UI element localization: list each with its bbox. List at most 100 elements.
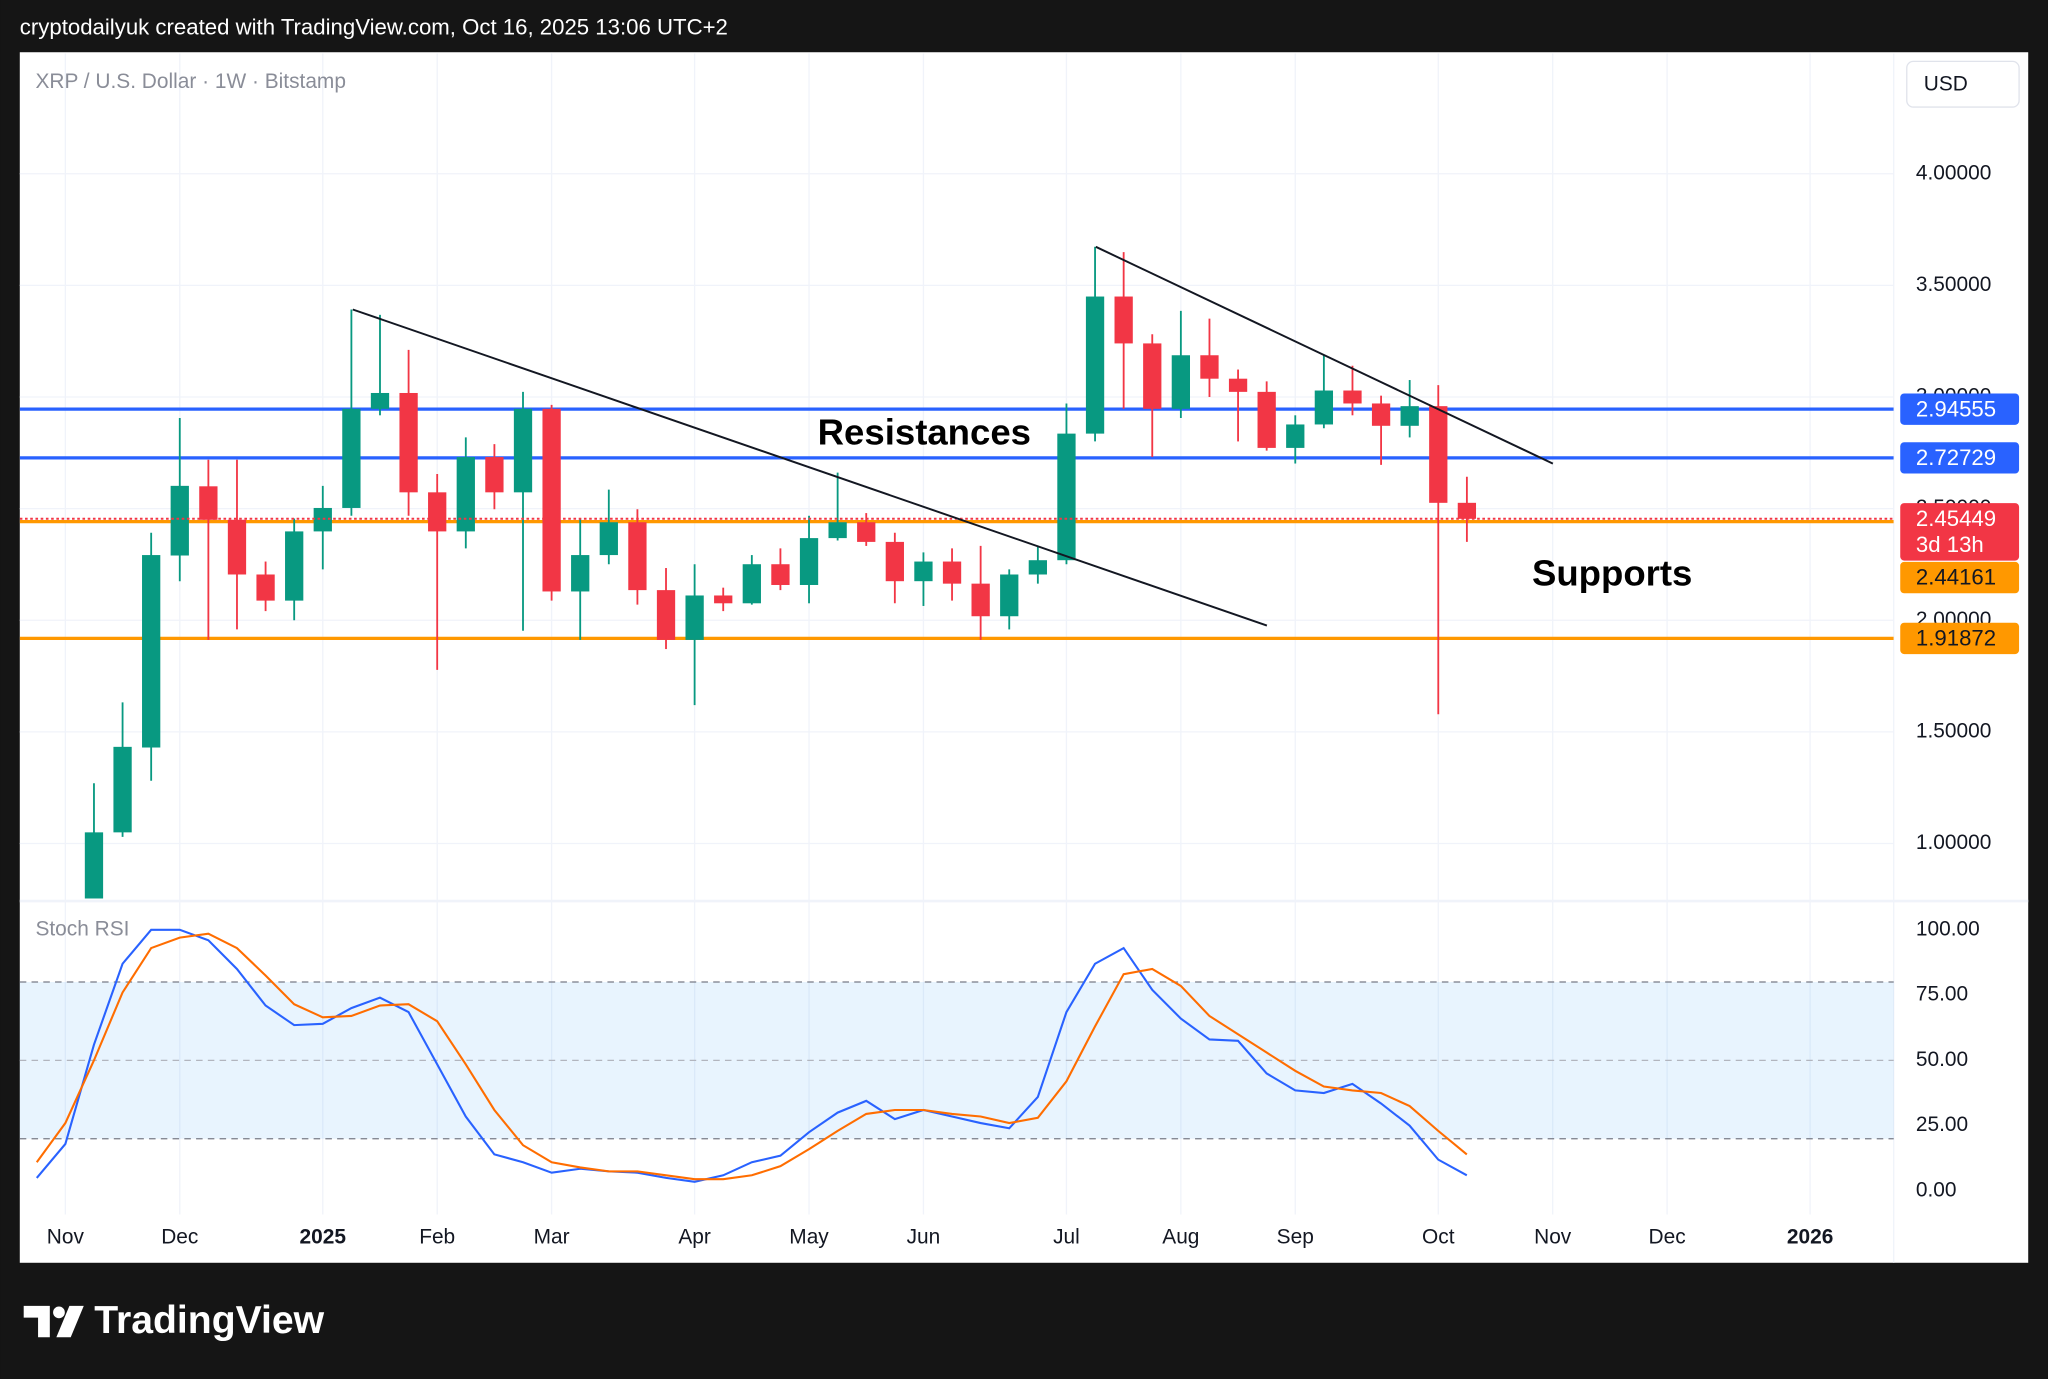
- x-tick-label: Nov: [1534, 1225, 1572, 1248]
- candle-body: [1286, 424, 1305, 448]
- candle-body: [1371, 403, 1391, 426]
- footer-logo: TradingView: [23, 1299, 325, 1342]
- trendline: [1095, 245, 1554, 465]
- logo-icon: [53, 1306, 65, 1319]
- x-tick-label: Oct: [1422, 1225, 1455, 1248]
- candle-body: [599, 522, 618, 556]
- candle-body: [142, 555, 161, 748]
- x-tick-label: Nov: [47, 1225, 85, 1248]
- currency-button[interactable]: [1906, 60, 2020, 108]
- price-tag-label: 2.72729: [1916, 445, 1996, 470]
- price-tag-label: 2.44161: [1916, 565, 1996, 590]
- price-tag-label: 1.91872: [1916, 626, 1996, 651]
- stoch-panel: [19, 928, 1894, 1183]
- candle-body: [1457, 502, 1477, 519]
- x-tick-label: Aug: [1162, 1225, 1199, 1248]
- x-tick-label: 2026: [1787, 1225, 1833, 1248]
- candle-body: [742, 564, 761, 604]
- countdown: 3d 13h: [1916, 532, 1984, 557]
- candle-body: [799, 538, 819, 585]
- y-tick-label: 1.50000: [1916, 719, 1991, 742]
- candle-body: [456, 457, 475, 532]
- price-tag: [1900, 561, 2020, 594]
- x-tick-label: Dec: [161, 1225, 198, 1248]
- candle-body: [113, 746, 132, 833]
- price-tag: [1900, 503, 2020, 561]
- price-tag: [1900, 393, 2020, 425]
- candle-body: [971, 583, 990, 617]
- price-tag: [1900, 442, 2020, 474]
- x-tick-label: Sep: [1277, 1225, 1314, 1248]
- price-tag: [1900, 622, 2020, 655]
- x-tick-label: May: [789, 1225, 829, 1248]
- candle-body: [628, 522, 647, 591]
- candle-body: [1171, 355, 1191, 409]
- logo-text: TradingView: [94, 1299, 324, 1342]
- candle-body: [1143, 343, 1162, 409]
- candle-body: [1057, 433, 1076, 561]
- y-tick-label: 50.00: [1916, 1048, 1968, 1071]
- x-tick-label: Dec: [1649, 1225, 1686, 1248]
- header-caption: cryptodailyuk created with TradingView.c…: [20, 15, 728, 40]
- candle-body: [513, 408, 533, 493]
- candle-body: [342, 408, 361, 508]
- candle-body: [885, 541, 904, 582]
- stoch-line: [35, 932, 1468, 1181]
- candle-body: [428, 492, 447, 532]
- x-tick-label: Apr: [678, 1225, 711, 1248]
- logo-icon: [23, 1305, 50, 1338]
- candle-body: [685, 595, 704, 640]
- band: [19, 982, 1894, 1139]
- y-tick-label: 75.00: [1916, 983, 1968, 1006]
- candle-body: [1000, 574, 1019, 617]
- candle-body: [542, 408, 561, 592]
- y-tick-label: 25.00: [1916, 1113, 1968, 1136]
- candle-body: [256, 574, 275, 601]
- y-tick-label: 1.00000: [1916, 831, 1991, 854]
- x-tick-label: 2025: [300, 1225, 347, 1248]
- candle-body: [656, 590, 676, 640]
- annotation: Supports: [1532, 553, 1692, 594]
- candle-body: [1085, 296, 1105, 434]
- candle-body: [828, 522, 847, 539]
- candle-body: [227, 519, 247, 575]
- indicator-title: Stoch RSI: [35, 917, 129, 940]
- price-tag-label: 2.45449: [1916, 506, 1996, 531]
- candle-body: [1114, 296, 1133, 344]
- y-tick-label: 4.00000: [1916, 161, 1991, 184]
- overlay: Nov Dec 2025 Feb Mar Apr May Jun Jul Aug Sep Oct Nov…: [47, 161, 2020, 1248]
- price-tag-label: 2.94555: [1916, 396, 1996, 421]
- stoch-line: [35, 928, 1468, 1183]
- candle-body: [1228, 378, 1248, 392]
- candle-body: [714, 595, 733, 604]
- candle-body: [771, 564, 790, 585]
- candle-body: [370, 392, 390, 409]
- candle-body: [942, 561, 962, 584]
- chart-title: XRP / U.S. Dollar · 1W · Bitstamp: [35, 70, 346, 93]
- x-tick-label: Jun: [907, 1225, 941, 1248]
- y-tick-label: 3.50000: [1916, 273, 1991, 296]
- candle-body: [1257, 391, 1276, 448]
- candle-body: [285, 531, 304, 601]
- candle-body: [571, 555, 590, 592]
- currency-label[interactable]: USD: [1924, 72, 1968, 95]
- trendline: [352, 308, 1268, 627]
- candle-body: [1400, 406, 1419, 426]
- logo-icon: [56, 1305, 84, 1338]
- y-tick-label: 100.00: [1916, 917, 1980, 940]
- candle-body: [485, 457, 504, 493]
- annotation: Resistances: [818, 412, 1031, 453]
- candle-body: [857, 522, 876, 542]
- candle-body: [1429, 406, 1448, 503]
- candle-body: [1314, 390, 1334, 425]
- x-tick-label: Feb: [419, 1225, 455, 1248]
- x-tick-label: Mar: [534, 1225, 570, 1248]
- candle-body: [1200, 355, 1219, 379]
- candle-body: [399, 392, 418, 493]
- candle-body: [170, 485, 189, 556]
- x-tick-label: Jul: [1053, 1225, 1080, 1248]
- candle-body: [199, 486, 218, 520]
